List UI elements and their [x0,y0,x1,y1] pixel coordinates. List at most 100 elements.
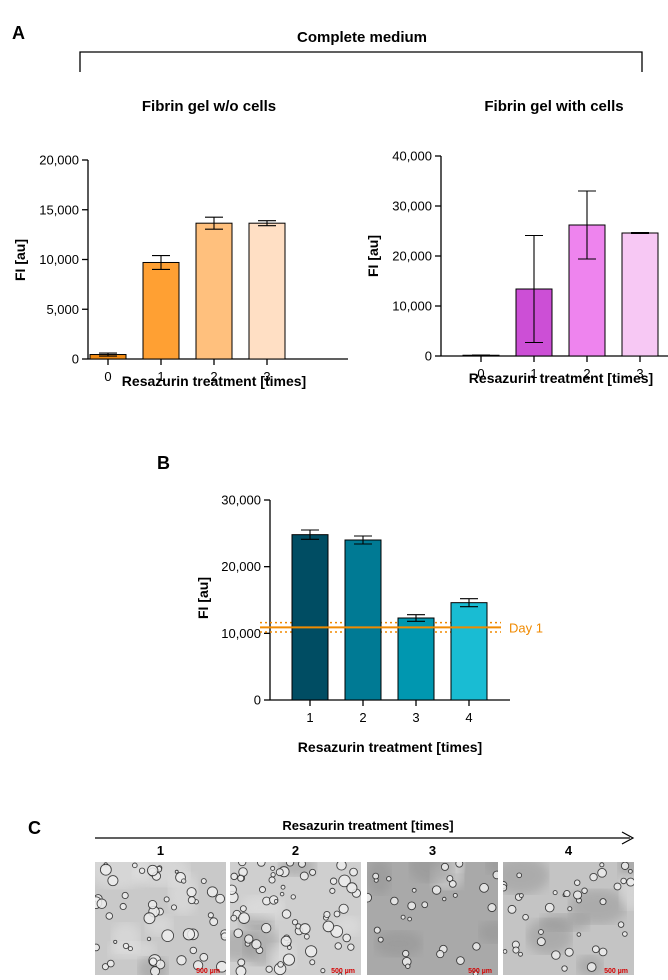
cell [551,950,561,960]
cell [193,960,204,971]
cell [373,926,381,934]
cell [564,947,574,957]
cell [148,957,158,966]
cell [620,877,627,885]
cell [99,863,112,876]
micrograph-label: 4 [565,843,573,858]
cell [503,883,508,892]
cell [479,883,489,893]
x-tick-label: 1 [306,710,313,725]
x-tick-label: 2 [359,710,366,725]
panel-label-a: A [12,23,25,43]
cell [628,868,633,874]
cell [270,872,276,878]
bar [248,222,286,360]
cell [448,880,457,888]
cell [400,914,406,920]
cell [613,882,622,891]
cell [342,933,351,943]
cell [138,867,146,874]
cell [230,914,238,922]
bar [450,602,488,701]
cell [574,879,581,886]
cell [150,966,161,975]
panel-label-b: B [157,453,170,473]
cell [622,931,628,937]
cell [216,960,226,973]
cell [347,943,355,951]
x-tick-label: 3 [636,366,643,381]
panel-c-axis-title: Resazurin treatment [times] [282,818,453,833]
cell [106,959,115,968]
cell [599,862,605,868]
cell [290,894,296,900]
cell [456,956,465,965]
cell [512,946,520,954]
cell [127,946,133,952]
chart-title: Fibrin gel with cells [484,98,623,115]
y-axis-title: FI [au] [195,577,211,619]
cell [113,939,118,944]
cell [95,943,100,952]
cell [119,902,127,911]
cell [305,945,318,958]
cell [256,862,266,867]
scale-bar-label: 500 µm [196,968,220,975]
y-tick-label: 30,000 [221,493,261,508]
cell [492,870,498,880]
y-tick-label: 10,000 [221,626,261,641]
cell [589,872,598,882]
y-tick-label: 20,000 [221,559,261,574]
cell [209,917,219,927]
cell [338,972,343,975]
x-tick-label: 0 [477,366,484,381]
cell [220,932,226,941]
bar [142,261,180,360]
cell [518,893,524,898]
cell [281,909,292,919]
micrograph-4: 4 500 µm [503,843,634,975]
cell [576,932,582,937]
complete-medium-bracket [79,51,643,72]
cell [334,942,342,950]
y-tick-label: 20,000 [39,153,79,168]
cell [265,965,273,973]
cell [132,862,138,869]
y-axis-title: FI [au] [12,239,28,281]
x-tick-label: 4 [465,710,472,725]
cell [522,913,529,921]
x-tick-label: 3 [412,710,419,725]
micrograph-3: 3 500 µm [367,843,498,975]
cell [189,946,198,955]
cell [105,912,114,920]
y-tick-label: 5,000 [46,302,79,317]
cell [309,959,316,966]
cell [199,952,209,962]
cell [182,928,196,941]
micrograph-label: 3 [429,843,436,858]
cell [237,874,245,882]
scale-bar-label: 500 µm [604,968,628,975]
bracket-title: Complete medium [297,29,427,46]
cell [163,896,170,903]
bar [344,539,382,701]
cell [291,919,299,926]
cell [367,892,373,903]
cell [235,965,247,975]
cell [181,878,187,884]
cell [567,906,573,912]
cell [298,862,306,868]
scale-bar-label: 500 µm [331,968,355,975]
cell [285,862,295,867]
cell [322,920,335,933]
micrograph-2: 2 500 µm [230,843,361,975]
cell [280,935,292,947]
cell [336,862,347,871]
cell [407,901,417,911]
cell [544,902,555,913]
cell [237,958,246,967]
cell [299,871,309,881]
cell [303,933,310,940]
cell [386,876,392,882]
cell [563,890,571,898]
